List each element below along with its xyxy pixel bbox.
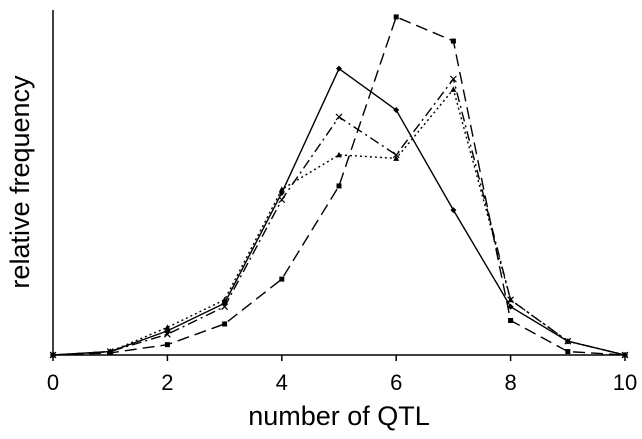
x-tick-label: 0 bbox=[47, 370, 59, 395]
marker bbox=[450, 38, 456, 44]
marker bbox=[450, 207, 457, 214]
marker bbox=[449, 75, 457, 83]
marker bbox=[565, 349, 571, 355]
marker bbox=[335, 113, 343, 121]
marker bbox=[392, 151, 400, 159]
series-line bbox=[52, 77, 626, 356]
series-line bbox=[52, 15, 626, 356]
marker bbox=[278, 186, 285, 192]
marker bbox=[508, 318, 514, 323]
marker bbox=[278, 196, 286, 204]
series-line bbox=[52, 87, 626, 356]
marker bbox=[393, 155, 400, 161]
marker bbox=[163, 330, 171, 338]
marker bbox=[336, 151, 342, 158]
marker bbox=[507, 303, 514, 310]
marker bbox=[507, 296, 514, 303]
y-axis-label: relative frequency bbox=[5, 75, 35, 289]
x-tick-label: 6 bbox=[390, 370, 402, 395]
x-tick-label: 10 bbox=[613, 370, 637, 395]
series-line bbox=[52, 67, 626, 356]
marker bbox=[221, 303, 229, 311]
marker bbox=[107, 348, 114, 355]
marker bbox=[222, 321, 228, 327]
marker bbox=[221, 296, 228, 303]
x-tick-label: 4 bbox=[276, 370, 288, 395]
marker bbox=[164, 324, 171, 330]
marker bbox=[393, 14, 399, 20]
marker bbox=[450, 86, 457, 92]
marker bbox=[336, 65, 342, 72]
x-tick-label: 8 bbox=[504, 370, 516, 395]
marker bbox=[564, 338, 571, 344]
marker bbox=[336, 183, 342, 189]
marker bbox=[279, 276, 285, 282]
marker bbox=[164, 342, 170, 348]
x-axis-label: number of QTL bbox=[248, 401, 430, 431]
marker bbox=[393, 107, 400, 114]
x-tick-label: 2 bbox=[161, 370, 173, 395]
marker bbox=[622, 352, 628, 358]
marker bbox=[50, 352, 56, 358]
